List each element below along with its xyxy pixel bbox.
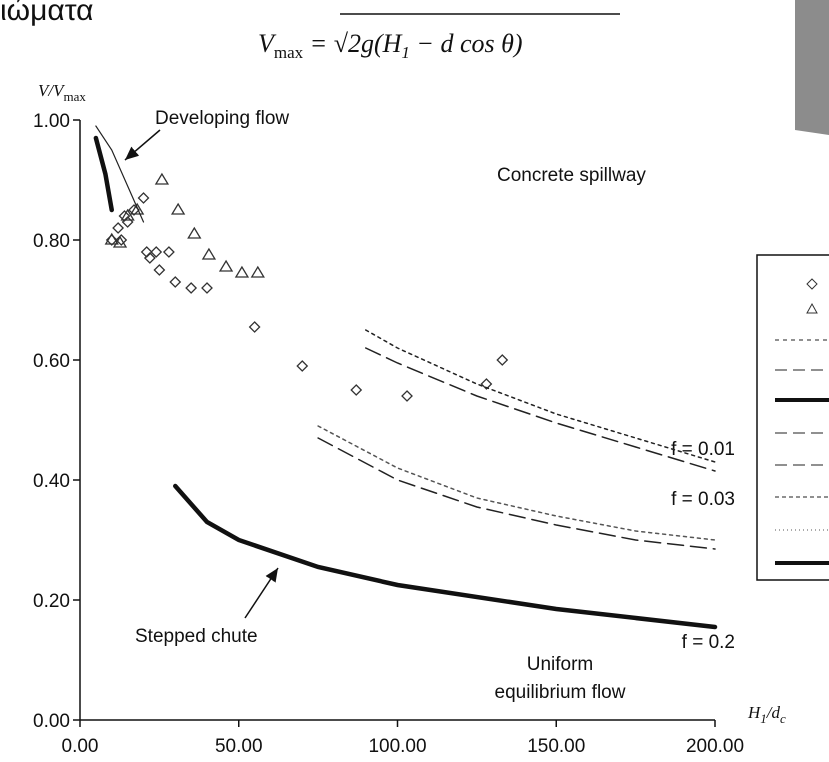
- point: [250, 265, 265, 278]
- point: [112, 235, 128, 248]
- line: [365, 347, 716, 472]
- point: [104, 232, 119, 245]
- point: [154, 172, 170, 185]
- point: [185, 282, 198, 294]
- line: [95, 125, 145, 223]
- x-tick-label: 0.00: [62, 736, 99, 757]
- annotation: f = 0.2: [682, 632, 735, 653]
- annotation: f = 0.01: [671, 439, 735, 460]
- line: [365, 329, 716, 463]
- annotation: Uniform: [527, 654, 594, 675]
- line: [317, 425, 716, 541]
- y-tick-label: 1.00: [33, 111, 70, 132]
- point: [480, 378, 493, 390]
- point: [162, 246, 175, 258]
- point: [169, 276, 182, 288]
- x-tick-label: 50.00: [215, 736, 263, 757]
- point: [296, 360, 309, 372]
- annotation-arrow: [124, 129, 161, 161]
- point: [112, 222, 125, 234]
- point: [350, 384, 363, 396]
- y-tick-label: 0.20: [33, 591, 70, 612]
- point: [130, 202, 145, 215]
- point: [248, 321, 261, 333]
- y-tick-label: 0.80: [33, 231, 70, 252]
- annotation: Concrete spillway: [497, 165, 646, 186]
- annotation-arrow: [244, 567, 279, 619]
- y-tick-label: 0.00: [33, 711, 70, 732]
- x-tick-label: 200.00: [686, 736, 744, 757]
- point: [201, 247, 217, 260]
- y-tick-label: 0.60: [33, 351, 70, 372]
- x-axis-label: H1/dc: [747, 703, 786, 726]
- line: [93, 135, 114, 213]
- x-tick-label: 100.00: [368, 736, 426, 757]
- point: [170, 202, 186, 215]
- point: [153, 264, 166, 276]
- annotation: Developing flow: [155, 108, 289, 129]
- point: [234, 265, 250, 278]
- annotation: equilibrium flow: [495, 682, 626, 703]
- point: [143, 252, 156, 264]
- x-tick-label: 150.00: [527, 736, 585, 757]
- line: [173, 483, 718, 630]
- point: [401, 390, 413, 402]
- formula: Vmax = √2g(H1 − d cos θ): [258, 29, 523, 62]
- legend: [756, 254, 829, 581]
- point: [120, 208, 135, 221]
- point: [218, 259, 234, 272]
- point: [496, 354, 509, 366]
- point: [201, 282, 213, 294]
- line: [317, 437, 716, 550]
- background-shape: [795, 0, 829, 135]
- annotation: f = 0.03: [671, 489, 735, 510]
- point: [137, 192, 150, 204]
- annotation: Stepped chute: [135, 626, 258, 647]
- header-fragment: ιώματα: [0, 0, 94, 27]
- point: [115, 234, 128, 246]
- y-axis-label: V/Vmax: [38, 81, 86, 104]
- point: [187, 226, 202, 239]
- point: [150, 246, 163, 258]
- y-tick-label: 0.40: [33, 471, 70, 492]
